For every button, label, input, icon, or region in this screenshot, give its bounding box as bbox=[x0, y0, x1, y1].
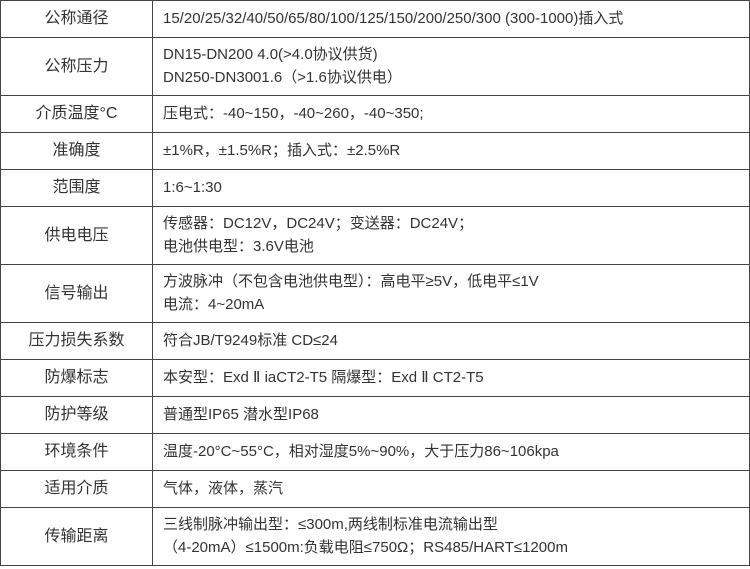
table-row: 防护等级 普通型IP65 潜水型IP68 bbox=[1, 397, 750, 434]
spec-table: 公称通径 15/20/25/32/40/50/65/80/100/125/150… bbox=[0, 0, 750, 566]
table-row: 介质温度°C 压电式：-40~150，-40~260，-40~350; bbox=[1, 96, 750, 133]
row-label: 公称压力 bbox=[1, 38, 153, 96]
table-row: 压力损失系数 符合JB/T9249标准 CD≤24 bbox=[1, 323, 750, 360]
spec-table-body: 公称通径 15/20/25/32/40/50/65/80/100/125/150… bbox=[1, 1, 750, 566]
row-value: 符合JB/T9249标准 CD≤24 bbox=[153, 323, 750, 360]
row-label: 防爆标志 bbox=[1, 360, 153, 397]
table-row: 公称压力 DN15-DN200 4.0(>4.0协议供货)DN250-DN300… bbox=[1, 38, 750, 96]
row-value: 气体，液体，蒸汽 bbox=[153, 471, 750, 508]
row-label: 公称通径 bbox=[1, 1, 153, 38]
row-value: 15/20/25/32/40/50/65/80/100/125/150/200/… bbox=[153, 1, 750, 38]
table-row: 供电电压 传感器：DC12V，DC24V；变送器：DC24V；电池供电型：3.6… bbox=[1, 207, 750, 265]
row-value: 普通型IP65 潜水型IP68 bbox=[153, 397, 750, 434]
row-label: 防护等级 bbox=[1, 397, 153, 434]
table-row: 环境条件 温度-20°C~55°C，相对湿度5%~90%，大于压力86~106k… bbox=[1, 434, 750, 471]
row-value: 温度-20°C~55°C，相对湿度5%~90%，大于压力86~106kpa bbox=[153, 434, 750, 471]
table-row: 范围度 1:6~1:30 bbox=[1, 170, 750, 207]
table-row: 公称通径 15/20/25/32/40/50/65/80/100/125/150… bbox=[1, 1, 750, 38]
row-value: 本安型：Exd Ⅱ iaCT2-T5 隔爆型：Exd Ⅱ CT2-T5 bbox=[153, 360, 750, 397]
table-row: 信号输出 方波脉冲（不包含电池供电型）：高电平≥5V，低电平≤1V电流：4~20… bbox=[1, 265, 750, 323]
row-label: 适用介质 bbox=[1, 471, 153, 508]
table-row: 适用介质 气体，液体，蒸汽 bbox=[1, 471, 750, 508]
row-value: 1:6~1:30 bbox=[153, 170, 750, 207]
row-value: ±1%R，±1.5%R；插入式：±2.5%R bbox=[153, 133, 750, 170]
row-label: 准确度 bbox=[1, 133, 153, 170]
row-label: 环境条件 bbox=[1, 434, 153, 471]
row-label: 压力损失系数 bbox=[1, 323, 153, 360]
row-value: 方波脉冲（不包含电池供电型）：高电平≥5V，低电平≤1V电流：4~20mA bbox=[153, 265, 750, 323]
row-value: 压电式：-40~150，-40~260，-40~350; bbox=[153, 96, 750, 133]
table-row: 传输距离 三线制脉冲输出型：≤300m,两线制标准电流输出型（4-20mA）≤1… bbox=[1, 508, 750, 566]
row-value: 传感器：DC12V，DC24V；变送器：DC24V；电池供电型：3.6V电池 bbox=[153, 207, 750, 265]
row-label: 范围度 bbox=[1, 170, 153, 207]
row-label: 介质温度°C bbox=[1, 96, 153, 133]
row-label: 传输距离 bbox=[1, 508, 153, 566]
row-value: DN15-DN200 4.0(>4.0协议供货)DN250-DN3001.6（>… bbox=[153, 38, 750, 96]
row-label: 信号输出 bbox=[1, 265, 153, 323]
row-value: 三线制脉冲输出型：≤300m,两线制标准电流输出型（4-20mA）≤1500m:… bbox=[153, 508, 750, 566]
table-row: 准确度 ±1%R，±1.5%R；插入式：±2.5%R bbox=[1, 133, 750, 170]
row-label: 供电电压 bbox=[1, 207, 153, 265]
table-row: 防爆标志 本安型：Exd Ⅱ iaCT2-T5 隔爆型：Exd Ⅱ CT2-T5 bbox=[1, 360, 750, 397]
